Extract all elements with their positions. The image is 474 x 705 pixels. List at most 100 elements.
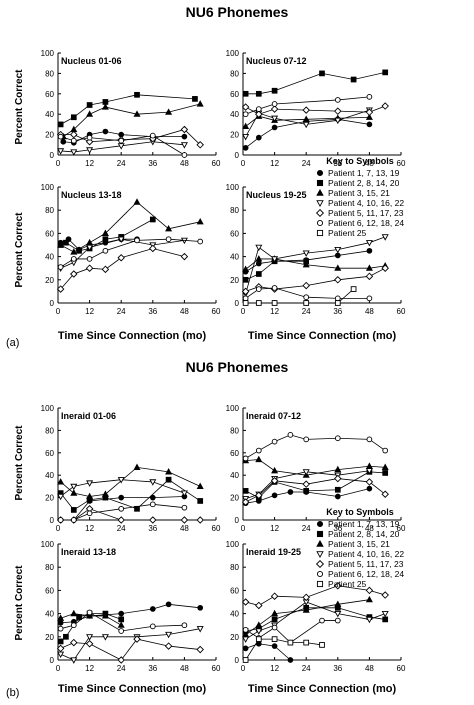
panel-ineraid-19-25: 0 20 40 60 80 100 0 12 24 36 48 60 Ineraid 19-25 <box>226 540 406 673</box>
x-tick-label: 12 <box>270 524 279 533</box>
x-tick-label: 0 <box>56 524 61 533</box>
series-line <box>60 628 201 661</box>
y-tick-label: 60 <box>45 90 54 99</box>
data-point-filled-square <box>319 70 325 77</box>
data-point-filled-triangle <box>255 455 263 463</box>
legend-marker-open-down-triangle <box>316 200 324 208</box>
data-point-open-down-triangle <box>271 115 279 123</box>
panel-nucleus-01-06: 0 20 40 60 80 100 0 12 24 36 48 60 Nucleus 01-06 <box>41 49 221 168</box>
data-point-open-diamond <box>133 635 141 643</box>
x-tick-label: 60 <box>397 664 406 673</box>
data-point-open-diamond <box>241 598 250 606</box>
series-open-circle <box>57 501 188 523</box>
legend-item: Patient 6, 12, 18, 24 <box>316 569 404 579</box>
y-tick-label: 40 <box>230 110 239 119</box>
x-tick-label: 48 <box>365 307 374 316</box>
x-tick-label: 12 <box>85 664 94 673</box>
series-line <box>245 109 370 137</box>
series-filled-triangle <box>57 198 204 255</box>
legend-item: Patient 4, 10, 16, 22 <box>316 549 404 559</box>
panel-title: Ineraid 01-06 <box>61 411 116 421</box>
data-point-open-diamond <box>241 103 250 111</box>
data-point-open-circle <box>70 137 77 144</box>
x-tick-label: 36 <box>148 664 157 673</box>
data-point-filled-triangle <box>86 238 94 246</box>
data-point-filled-square <box>334 486 341 493</box>
data-point-open-circle <box>271 101 278 107</box>
data-point-open-diamond <box>381 490 389 498</box>
legend-item: Patient 3, 15, 21 <box>316 539 390 549</box>
series-line <box>245 236 386 294</box>
series-open-diamond <box>56 244 189 293</box>
panel-nucleus-13-18: 0 20 40 60 80 100 0 12 24 36 48 60 Nucleus 13-18 <box>41 183 221 316</box>
x-tick-label: 60 <box>212 307 221 316</box>
y-tick-label: 100 <box>226 183 240 192</box>
data-point-filled-triangle <box>365 595 373 603</box>
x-tick-label: 0 <box>241 159 246 168</box>
data-point-filled-square <box>271 87 278 94</box>
y-tick-label: 80 <box>45 563 54 572</box>
data-point-open-circle <box>134 237 140 244</box>
data-point-filled-square <box>70 114 77 121</box>
data-point-filled-square <box>382 470 389 476</box>
series-filled-triangle <box>57 609 125 628</box>
series-open-down-triangle <box>57 626 204 664</box>
x-tick-label: 0 <box>56 307 61 316</box>
series-filled-triangle <box>242 595 373 638</box>
x-tick-label: 36 <box>333 159 342 168</box>
legend-item: Patient 1, 7, 13, 19 <box>316 519 400 529</box>
x-tick-label: 48 <box>365 524 374 533</box>
data-point-open-diamond <box>381 264 389 272</box>
y-tick-label: 40 <box>45 253 54 262</box>
x-tick-label: 0 <box>241 664 246 673</box>
data-point-open-square <box>271 300 278 306</box>
data-point-open-circle <box>86 510 93 517</box>
data-point-filled-square <box>165 476 172 483</box>
data-point-open-diamond <box>334 276 342 284</box>
data-point-open-down-triangle <box>381 610 389 618</box>
x-tick-label: 36 <box>148 307 157 316</box>
series-line <box>60 94 195 125</box>
data-point-open-square <box>350 286 357 292</box>
x-tick-label: 12 <box>85 159 94 168</box>
data-point-open-diamond <box>117 254 125 262</box>
data-point-open-circle <box>366 295 373 302</box>
data-point-filled-square <box>70 507 77 513</box>
data-point-open-down-triangle <box>255 244 263 252</box>
legend-marker-filled-triangle <box>316 539 324 547</box>
series-filled-triangle <box>242 255 389 272</box>
data-point-open-diamond <box>365 478 374 486</box>
data-point-open-circle <box>149 623 156 630</box>
x-tick-label: 48 <box>365 664 374 673</box>
data-point-open-circle <box>242 455 249 462</box>
data-point-filled-circle <box>242 645 249 652</box>
x-tick-label: 60 <box>212 524 221 533</box>
y-tick-label: 20 <box>45 276 54 285</box>
data-point-open-down-triangle <box>70 657 78 664</box>
y-tick-label: 0 <box>50 516 55 525</box>
data-point-open-circle <box>57 264 64 270</box>
data-point-open-diamond <box>70 638 78 647</box>
legend-marker-filled-square <box>316 179 324 187</box>
y-tick-label: 100 <box>41 49 55 58</box>
data-point-open-diamond <box>117 516 125 524</box>
data-point-open-square <box>303 300 310 306</box>
series-open-circle <box>57 609 188 634</box>
data-point-filled-triangle <box>70 609 78 617</box>
data-point-open-down-triangle <box>302 469 310 476</box>
y-tick-label: 40 <box>230 253 239 262</box>
data-point-filled-triangle <box>165 108 173 115</box>
data-point-filled-triangle <box>101 103 109 110</box>
series-line <box>63 103 201 137</box>
y-tick-label: 80 <box>230 69 239 78</box>
data-point-open-down-triangle <box>334 247 342 254</box>
panel-nucleus-07-12: 0 20 40 60 80 100 0 12 24 36 48 60 Nucleus 07-12 <box>226 49 406 168</box>
legend-marker-open-square <box>316 580 324 588</box>
data-point-filled-circle <box>149 494 156 501</box>
data-point-filled-triangle <box>196 217 204 225</box>
panel-label-b: (b) <box>6 687 19 699</box>
data-point-open-circle <box>366 94 373 100</box>
data-point-open-circle <box>181 504 188 511</box>
series-open-square <box>242 286 357 306</box>
data-point-open-circle <box>255 106 262 112</box>
